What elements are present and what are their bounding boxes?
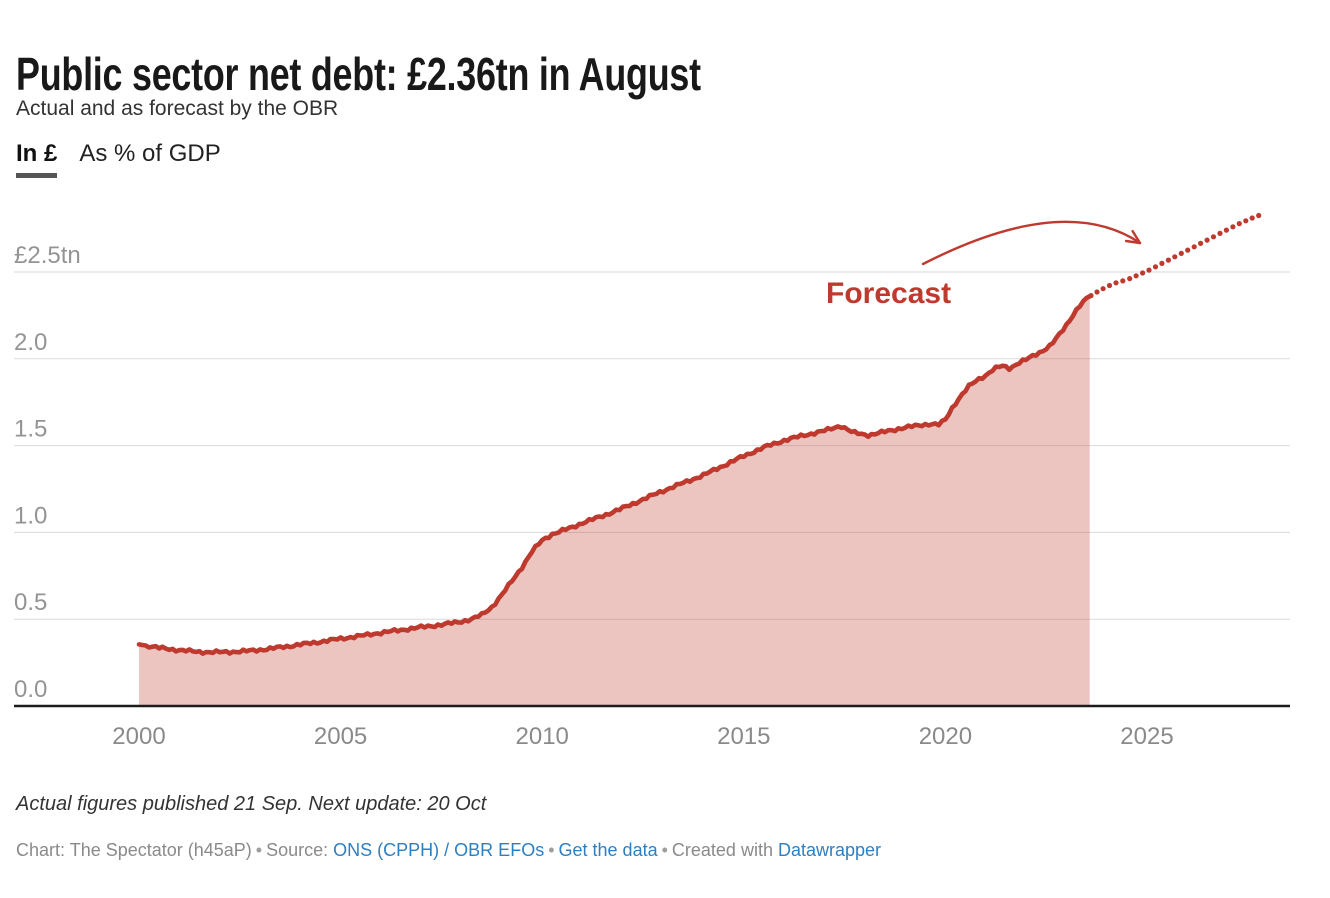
separator-dot: • bbox=[661, 840, 668, 860]
forecast-dot bbox=[1249, 215, 1255, 221]
datawrapper-link[interactable]: Datawrapper bbox=[777, 840, 882, 860]
forecast-dot bbox=[1204, 237, 1210, 243]
forecast-dot bbox=[1217, 230, 1223, 236]
page-title: Public sector net debt: £2.36tn in Augus… bbox=[16, 47, 701, 100]
source-link[interactable]: ONS (CPPH) / OBR EFOs bbox=[333, 840, 545, 860]
forecast-dot bbox=[1223, 227, 1229, 233]
unit-tabs: In £ As % of GDP bbox=[16, 140, 221, 179]
forecast-dot bbox=[1127, 276, 1133, 282]
forecast-dot bbox=[1152, 264, 1159, 270]
forecast-dot bbox=[1159, 260, 1165, 266]
y-axis-label: 1.0 bbox=[14, 502, 47, 529]
forecast-dot bbox=[1120, 278, 1126, 284]
y-axis-label: 1.5 bbox=[14, 416, 47, 443]
chart-footnote: Actual figures published 21 Sep. Next up… bbox=[16, 793, 487, 815]
forecast-dot bbox=[1230, 224, 1236, 230]
forecast-dot bbox=[1140, 270, 1146, 276]
forecast-dot bbox=[1243, 218, 1249, 224]
forecast-dot bbox=[1178, 250, 1184, 256]
attribution-line: Chart: The Spectator (h45aP) • Source: ONS… bbox=[16, 840, 881, 861]
forecast-arrow bbox=[921, 220, 1142, 266]
tab-as-percent-gdp[interactable]: As % of GDP bbox=[79, 140, 221, 167]
forecast-dot bbox=[1146, 267, 1152, 273]
x-axis-label: 2000 bbox=[112, 723, 165, 750]
forecast-dot bbox=[1185, 247, 1191, 253]
created-with-prefix: Created with bbox=[671, 840, 773, 860]
forecast-dot bbox=[1191, 244, 1197, 250]
separator-dot: • bbox=[255, 840, 263, 860]
source-prefix: Source: bbox=[266, 840, 329, 860]
tab-in-pounds[interactable]: In £ bbox=[16, 141, 58, 179]
y-axis-label: 0.0 bbox=[14, 676, 47, 703]
actual-line bbox=[136, 294, 1092, 656]
separator-dot: • bbox=[548, 840, 555, 860]
x-axis-label: 2020 bbox=[919, 723, 972, 750]
forecast-dot bbox=[1133, 273, 1139, 279]
actual-area-fill bbox=[139, 296, 1090, 706]
forecast-dot bbox=[1236, 221, 1242, 227]
forecast-dot bbox=[1210, 234, 1217, 240]
forecast-dot bbox=[1165, 257, 1171, 263]
y-axis-label: 2.0 bbox=[14, 329, 47, 356]
forecast-annotation-label: Forecast bbox=[826, 277, 951, 310]
forecast-arrowhead bbox=[1124, 229, 1142, 245]
forecast-dot bbox=[1088, 293, 1094, 299]
forecast-dot bbox=[1172, 254, 1178, 260]
forecast-dot bbox=[1256, 212, 1262, 219]
y-axis-label: 0.5 bbox=[14, 589, 47, 616]
chart-subtitle: Actual and as forecast by the OBR bbox=[16, 97, 339, 120]
forecast-dot bbox=[1100, 286, 1106, 292]
forecast-dot bbox=[1113, 280, 1119, 286]
forecast-dot bbox=[1198, 240, 1204, 246]
x-axis-label: 2015 bbox=[717, 723, 770, 750]
y-axis-label: £2.5tn bbox=[14, 242, 81, 269]
x-axis-label: 2010 bbox=[516, 723, 569, 750]
forecast-dot bbox=[1094, 289, 1100, 295]
forecast-dot bbox=[1106, 282, 1113, 289]
x-axis-label: 2025 bbox=[1120, 723, 1173, 750]
chart-canvas[interactable]: £2.5tn 2.0 1.5 1.0 0.5 0.0 2000 2005 2010 2015 202… bbox=[0, 0, 1330, 780]
forecast-dots bbox=[1088, 212, 1262, 299]
chart-credit: Chart: The Spectator (h45aP) bbox=[16, 840, 252, 860]
get-the-data-link[interactable]: Get the data bbox=[558, 840, 658, 860]
x-axis-label: 2005 bbox=[314, 723, 367, 750]
